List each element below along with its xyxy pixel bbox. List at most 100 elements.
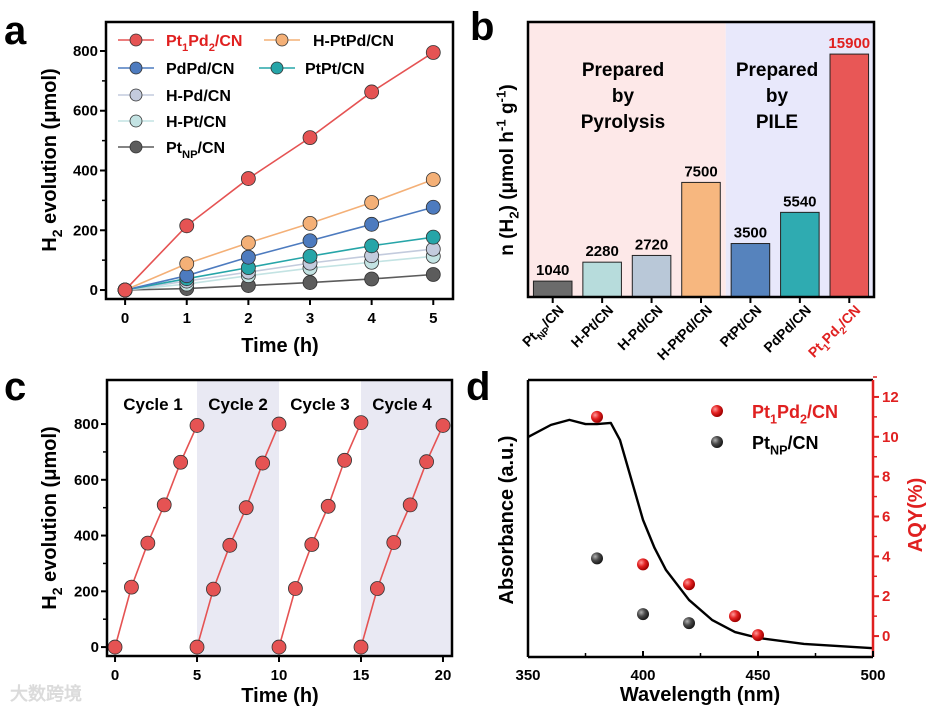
legend-marker (129, 114, 143, 128)
data-point (729, 610, 741, 623)
plot-frame (104, 20, 455, 301)
cycle-series (107, 418, 205, 655)
legend-label: H-Pd/CN (166, 88, 231, 105)
bar-value-label: 2720 (635, 236, 668, 253)
data-point (364, 271, 380, 287)
legend-marker (275, 33, 289, 47)
x-tick-label: 5 (193, 667, 201, 684)
legend-marker (129, 140, 143, 154)
data-point (304, 537, 320, 552)
legend-item: H-Pd/CN (118, 88, 231, 105)
series-ptpt-cn (117, 229, 441, 298)
scatter-series (591, 552, 695, 630)
data-point (179, 256, 195, 272)
bar (780, 211, 820, 298)
x-tick-label: 500 (860, 667, 885, 684)
data-point (238, 500, 254, 516)
category-label: PtPt/CN (716, 302, 764, 350)
category-label: H-Pd/CN (614, 302, 665, 353)
data-point (425, 267, 441, 282)
group-label: by (612, 86, 635, 107)
data-point (189, 418, 205, 433)
series-line (124, 248, 434, 291)
data-point (425, 45, 441, 60)
x-tick-label: 400 (630, 667, 655, 684)
y-tick-label: 600 (73, 103, 98, 120)
data-point (425, 199, 441, 215)
category-label: H-Pt/CN (568, 302, 617, 351)
y-right-tick-label: 10 (882, 429, 899, 446)
y-right-tick-label: 0 (882, 628, 890, 645)
data-point (302, 275, 318, 290)
legend-item: H-Pt/CN (118, 114, 226, 131)
group-label: by (766, 86, 789, 107)
plot-frame (526, 20, 876, 299)
cycle-label: Cycle 2 (208, 395, 268, 414)
bar (532, 280, 573, 298)
category-label: PtNP/CN (519, 302, 570, 353)
legend-label: H-Pt/CN (166, 114, 226, 131)
data-point (591, 552, 603, 565)
y-left-axis-title: Absorbance (a.u.) (496, 436, 518, 605)
bar-value-label: 1040 (536, 262, 569, 279)
data-point (240, 235, 256, 251)
data-point (288, 581, 303, 596)
x-tick-label: 5 (429, 310, 437, 327)
y-tick-label: 0 (90, 282, 98, 299)
data-point (107, 639, 123, 655)
y-tick-label: 200 (73, 222, 98, 239)
cycle-band (197, 380, 280, 656)
data-point (173, 454, 189, 470)
data-point (222, 537, 238, 553)
data-point (637, 608, 649, 621)
cycle-label: Cycle 4 (372, 395, 432, 414)
data-point (189, 639, 205, 655)
x-tick-label: 0 (121, 310, 129, 327)
legend-label: H-PtPd/CN (313, 33, 394, 50)
legend-marker (129, 61, 143, 75)
x-tick-label: 350 (515, 667, 540, 684)
y-right-axis-title: AQY(%) (905, 478, 927, 552)
absorbance-curve (527, 418, 874, 650)
bar-value-label: 7500 (684, 163, 717, 180)
data-point (271, 416, 287, 432)
y-tick-label: 600 (74, 472, 99, 489)
y-axis-title: H2 evolution (μmol) (39, 426, 65, 609)
data-point (369, 581, 385, 596)
y-tick-label: 800 (73, 43, 98, 60)
y-right-tick-label: 8 (882, 469, 890, 486)
bar-value-label: 15900 (828, 35, 870, 52)
x-tick-label: 4 (367, 310, 376, 327)
cycle-series (189, 416, 287, 655)
legend-item: PdPd/CN (118, 61, 234, 78)
legend-label: PtNP/CN (166, 140, 225, 161)
category-label: Pt1Pd2/CN (805, 302, 867, 364)
cycle-label: Cycle 3 (290, 395, 350, 414)
y-tick-label: 400 (74, 528, 99, 545)
x-axis-title: Wavelength (nm) (620, 684, 780, 706)
y-axis-title: H2 evolution (μmol) (39, 68, 65, 251)
legend-marker (129, 33, 143, 47)
data-point (320, 498, 336, 514)
y-right-tick-label: 12 (882, 389, 899, 406)
data-point (364, 84, 380, 100)
data-point (591, 410, 603, 423)
series-line (124, 206, 434, 291)
data-point (752, 629, 764, 642)
legend-item: Pt1Pd2/CN (118, 33, 242, 54)
watermark: 大数跨境 (10, 683, 82, 704)
panel-letter-d: d (466, 365, 490, 409)
x-axis-title: Time (h) (241, 685, 318, 707)
legend-item: H-PtPd/CN (264, 33, 394, 50)
cycle-series (353, 418, 451, 655)
data-point (425, 229, 441, 245)
data-point (117, 282, 133, 298)
group-label: PILE (756, 112, 798, 133)
y-tick-label: 800 (74, 416, 99, 433)
x-tick-label: 1 (183, 310, 191, 327)
watermark-text: 大数跨境 (10, 683, 82, 704)
bar-value-label: 5540 (783, 193, 816, 210)
data-point (364, 216, 380, 232)
series-line (124, 178, 434, 291)
